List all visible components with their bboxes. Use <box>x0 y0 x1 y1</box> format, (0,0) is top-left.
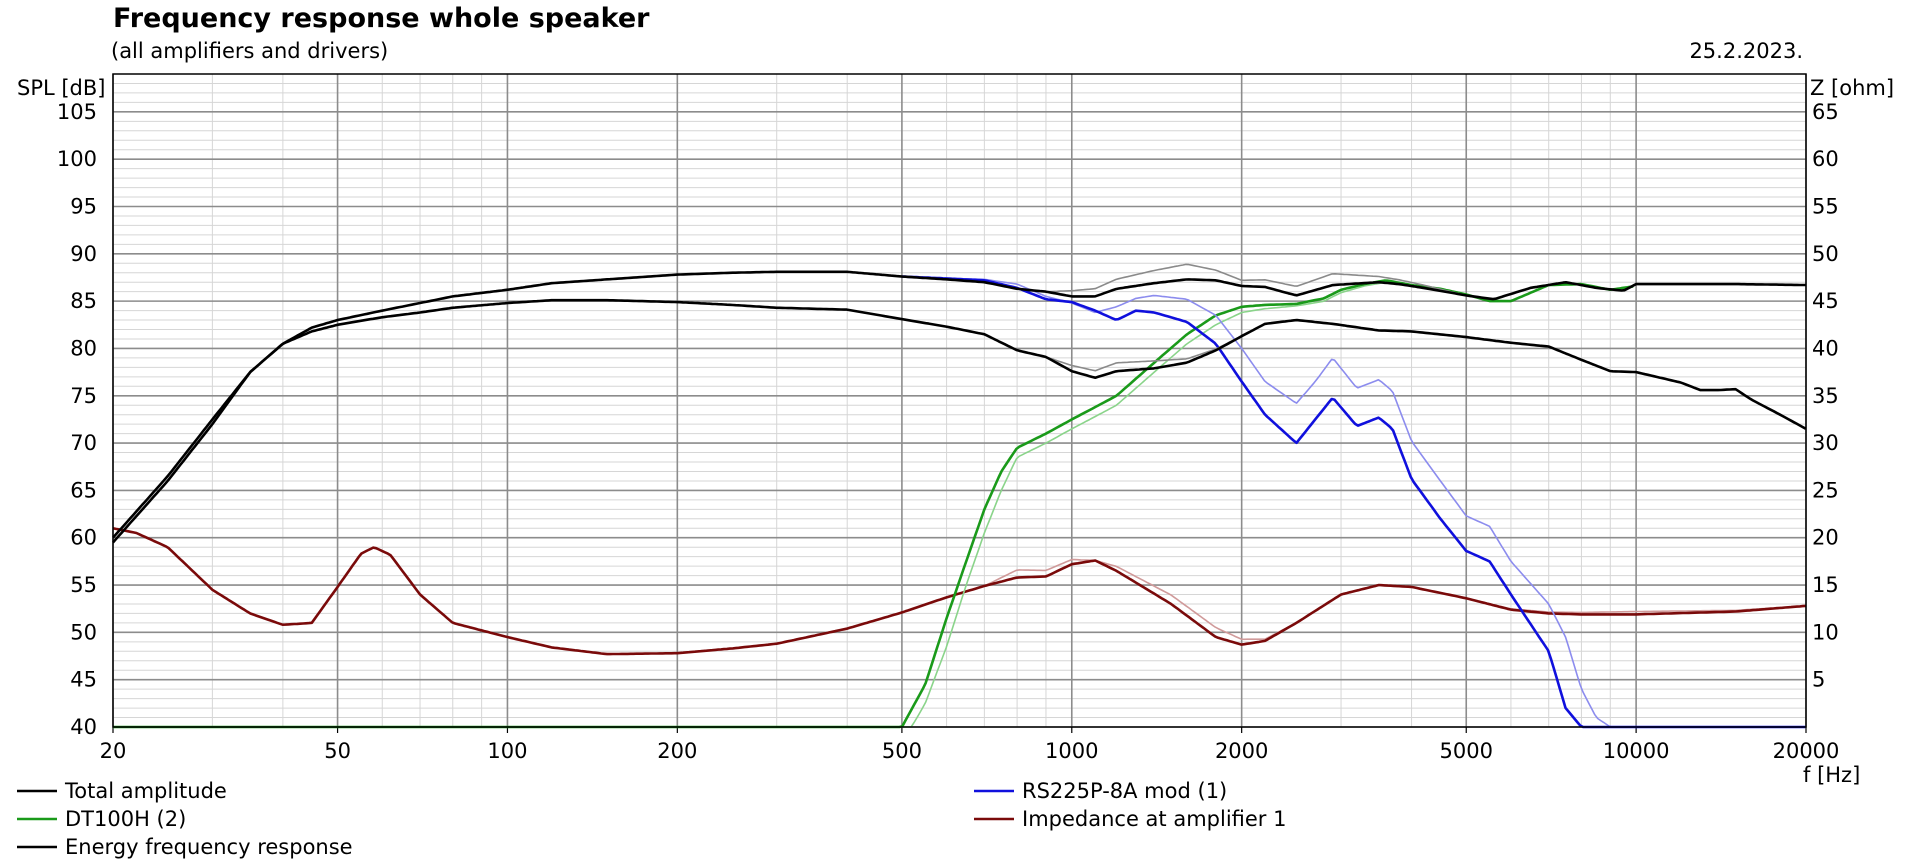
y-left-tick-label: 85 <box>70 289 97 313</box>
y-left-tick-label: 40 <box>70 715 97 739</box>
energy-frequency-response-faint-line <box>112 299 1807 544</box>
y-left-tick-label: 100 <box>57 147 97 171</box>
y-left-tick-label: 90 <box>70 242 97 266</box>
y-left-tick-label: 75 <box>70 384 97 408</box>
grid-minor-lines <box>113 73 1806 727</box>
legend-label-rs225p-8a-mod-1: RS225P-8A mod (1) <box>1022 779 1227 803</box>
x-tick-label: 500 <box>882 739 922 763</box>
y-right-tick-label: 15 <box>1812 573 1839 597</box>
y-right-tick-label: 55 <box>1812 194 1839 218</box>
x-tick-label: 100 <box>487 739 527 763</box>
y-right-tick-label: 45 <box>1812 289 1839 313</box>
x-tick-label: 1000 <box>1045 739 1098 763</box>
legend-label-dt100h-2: DT100H (2) <box>65 807 186 831</box>
y-right-tick-label: 35 <box>1812 384 1839 408</box>
y-right-tick-label: 60 <box>1812 147 1839 171</box>
y-axis-left-ticks: 105 100 95 90 85 80 75 70 65 60 55 50 45 40 <box>57 100 97 739</box>
y-right-tick-label: 50 <box>1812 242 1839 266</box>
plot-frame <box>112 73 1807 728</box>
y-right-tick-label: 25 <box>1812 478 1839 502</box>
y-left-tick-label: 45 <box>70 668 97 692</box>
x-axis-ticks: 20 50 100 200 500 1000 2000 5000 10000 20000 <box>100 727 1840 763</box>
y-axis-left-label: SPL [dB] <box>17 76 106 100</box>
series-lines <box>112 263 1807 729</box>
x-tick-label: 10000 <box>1603 739 1670 763</box>
dt100h-2-line <box>113 279 1634 729</box>
y-right-tick-label: 65 <box>1812 100 1839 124</box>
y-left-tick-label: 55 <box>70 573 97 597</box>
x-tick-label: 20 <box>100 739 127 763</box>
y-axis-right-label: Z [ohm] <box>1810 76 1894 100</box>
grid-major-lines <box>112 74 1807 728</box>
y-left-tick-label: 105 <box>57 100 97 124</box>
y-left-tick-label: 95 <box>70 194 97 218</box>
legend-label-total-amplitude: Total amplitude <box>64 779 227 803</box>
y-right-tick-label: 5 <box>1812 668 1825 692</box>
rs225p-8a-mod-1-line <box>901 275 1806 729</box>
chart-subtitle: (all amplifiers and drivers) <box>111 39 388 63</box>
y-left-tick-label: 65 <box>70 478 97 502</box>
y-left-tick-label: 50 <box>70 620 97 644</box>
x-tick-label: 200 <box>657 739 697 763</box>
x-tick-label: 5000 <box>1440 739 1493 763</box>
y-right-tick-label: 30 <box>1812 431 1839 455</box>
energy-frequency-response-line <box>112 298 1807 544</box>
y-left-tick-label: 60 <box>70 526 97 550</box>
x-tick-label: 50 <box>324 739 351 763</box>
total-amplitude-line <box>112 270 1806 539</box>
total-amplitude-faint-line <box>112 263 1806 539</box>
y-left-tick-label: 80 <box>70 336 97 360</box>
legend-label-energy-frequency-response: Energy frequency response <box>65 835 353 859</box>
chart-title: Frequency response whole speaker <box>113 3 650 34</box>
rs225p-8a-mod-1-faint-line <box>901 275 1806 728</box>
x-axis-label: f [Hz] <box>1803 763 1860 787</box>
x-tick-label: 2000 <box>1215 739 1268 763</box>
legend: Total amplitude DT100H (2) Energy frequenc… <box>17 779 1286 859</box>
y-right-tick-label: 10 <box>1812 620 1839 644</box>
x-tick-label: 20000 <box>1773 739 1840 763</box>
impedance-at-amplifier-1-line <box>112 527 1806 656</box>
y-right-tick-label: 40 <box>1812 336 1839 360</box>
y-left-tick-label: 70 <box>70 431 97 455</box>
chart-date: 25.2.2023. <box>1689 39 1803 63</box>
legend-label-impedance-at-amplifier-1: Impedance at amplifier 1 <box>1022 807 1286 831</box>
y-right-tick-label: 20 <box>1812 526 1839 550</box>
y-axis-right-ticks: 65 60 55 50 45 40 35 30 25 20 15 10 5 <box>1812 100 1839 692</box>
